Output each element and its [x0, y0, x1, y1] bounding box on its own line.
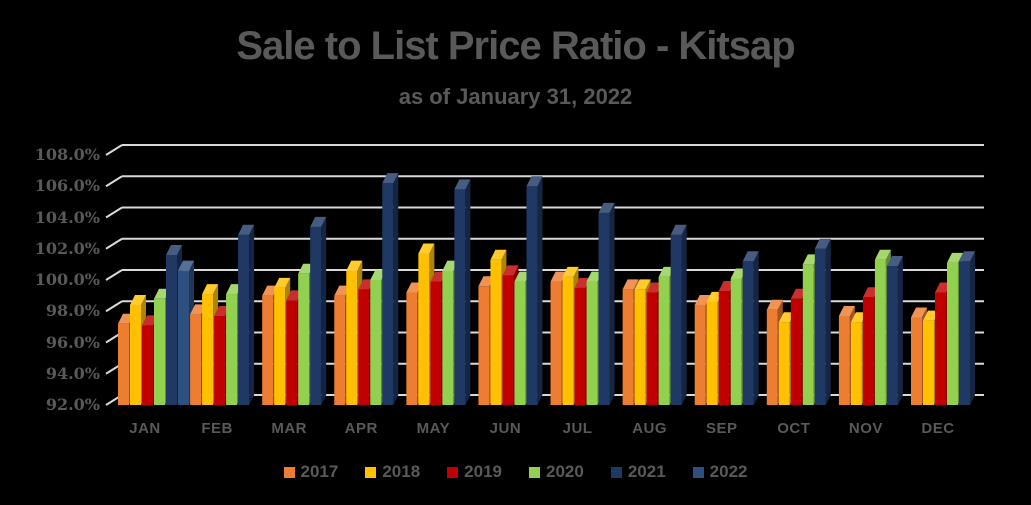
y-tick-label: 94.0%	[45, 363, 100, 383]
legend-swatch-2021	[610, 466, 622, 478]
bar-2021-FEB	[238, 224, 255, 405]
axis-tick	[105, 175, 123, 188]
bar-2021-MAR	[310, 216, 327, 405]
legend-item-2021: 2021	[610, 462, 666, 482]
bar-2021-JUL	[598, 202, 615, 405]
legend-item-2018: 2018	[365, 462, 420, 482]
legend-item-2019: 2019	[447, 462, 502, 482]
chart-subtitle: as of January 31, 2022	[398, 84, 633, 109]
x-tick-label-may: MAY	[416, 420, 451, 437]
legend-swatch-2017	[283, 466, 295, 478]
legend-label: 2018	[382, 462, 421, 481]
legend: 2017 2018 2019 2020 2021 2022	[0, 462, 1031, 482]
y-tick-label: 104.0%	[34, 207, 100, 227]
legend-swatch-2018	[365, 466, 377, 478]
bar-2021-JUN	[526, 176, 543, 405]
legend-label: 2019	[464, 462, 502, 481]
axis-tick	[105, 144, 123, 156]
y-tick-label: 92.0%	[45, 395, 100, 414]
x-tick-label-mar: MAR	[271, 420, 307, 437]
legend-label: 2021	[627, 462, 666, 481]
x-tick-label-feb: FEB	[201, 420, 233, 437]
y-tick-label: 108.0%	[34, 145, 100, 164]
legend-item-2017: 2017	[283, 462, 339, 482]
bar-2021-AUG	[670, 224, 687, 405]
legend-item-2022: 2022	[692, 462, 748, 482]
axis-tick	[105, 206, 123, 219]
y-tick-label: 102.0%	[34, 238, 100, 258]
bar-2021-APR	[382, 173, 399, 405]
legend-label: 2017	[300, 462, 339, 481]
axis-tick	[105, 300, 123, 313]
bar-2021-MAY	[454, 179, 471, 405]
bar-2021-DEC	[958, 251, 975, 405]
chart-title: Sale to List Price Ratio - Kitsap	[236, 24, 795, 68]
legend-swatch-2020	[529, 466, 540, 478]
legend-item-2020: 2020	[529, 462, 584, 482]
legend-swatch-2022	[692, 466, 704, 478]
legend-label: 2022	[709, 462, 748, 481]
bar-2021-SEP	[742, 251, 759, 405]
x-tick-label-dec: DEC	[921, 420, 955, 437]
y-tick-label: 98.0%	[45, 301, 100, 321]
bar-2021-OCT	[814, 238, 831, 405]
bar-2021-NOV	[886, 255, 903, 405]
x-tick-label-aug: AUG	[632, 420, 668, 437]
x-tick-label-jul: JUL	[562, 420, 593, 437]
y-tick-label: 106.0%	[34, 176, 100, 196]
legend-label: 2020	[546, 462, 584, 481]
x-tick-label-sep: SEP	[705, 420, 738, 437]
axis-tick	[105, 269, 123, 281]
y-tick-label: 100.0%	[34, 270, 100, 289]
x-tick-label-jan: JAN	[129, 420, 161, 437]
x-tick-label-apr: APR	[344, 420, 378, 437]
x-tick-label-oct: OCT	[777, 420, 811, 437]
y-tick-label: 96.0%	[45, 332, 100, 352]
axis-tick	[105, 237, 123, 250]
legend-swatch-2019	[447, 466, 459, 478]
x-tick-label-jun: JUN	[489, 420, 522, 437]
x-tick-label-nov: NOV	[848, 420, 883, 437]
